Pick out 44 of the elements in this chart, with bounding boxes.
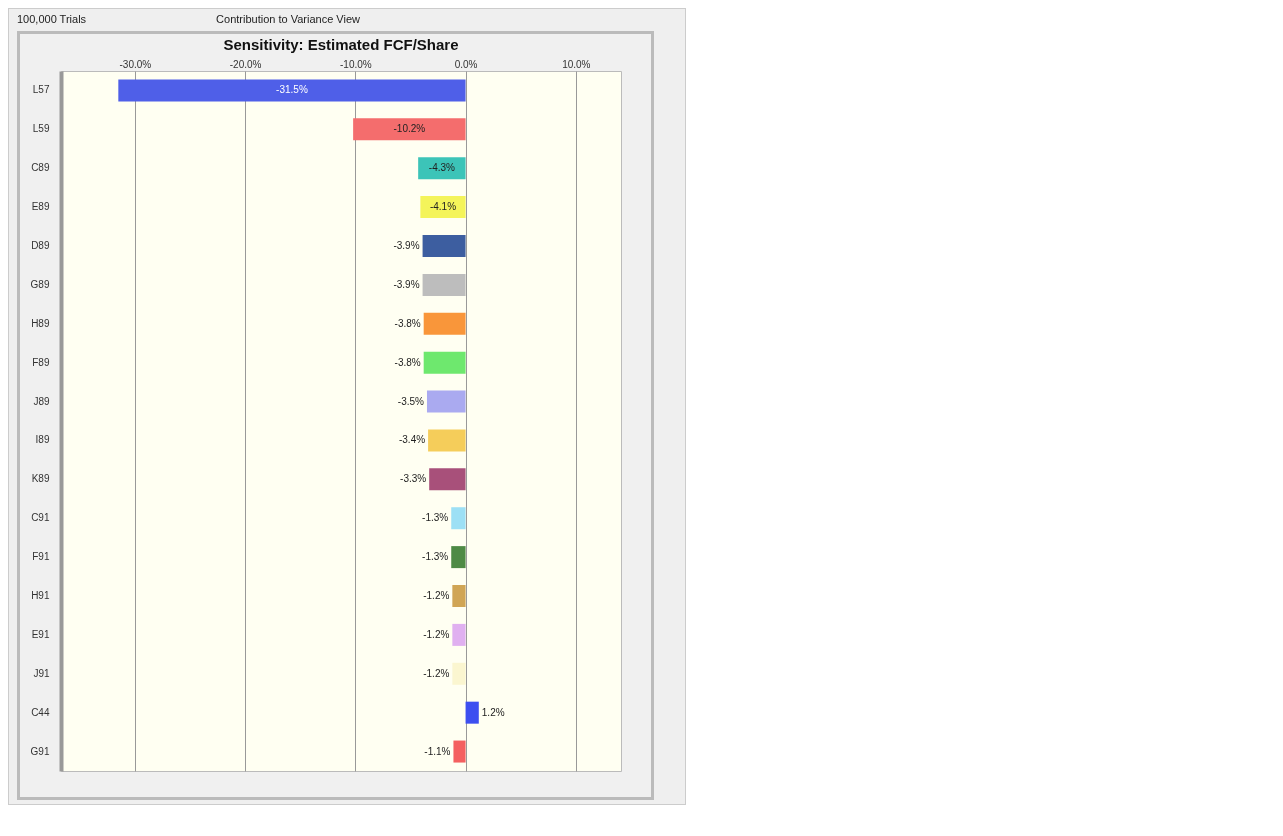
y-tick-label: H91 [31,590,50,601]
data-label: -3.9% [393,278,420,290]
y-tick-label: L59 [32,123,50,135]
data-label: -3.8% [394,356,421,368]
data-label: -31.5% [276,84,308,96]
chart-title: Sensitivity: Estimated FCF/Share [223,36,459,53]
y-tick-label: J89 [33,395,50,407]
data-label: -3.9% [393,240,420,251]
x-tick-label: 10.0% [562,58,591,70]
data-label: -3.5% [397,395,425,407]
data-label: -4.3% [428,162,456,174]
y-tick-label: G91 [30,745,50,757]
data-label: -1.2% [423,628,450,640]
y-tick-label: E89 [31,201,50,213]
y-tick-label: E91 [31,628,50,640]
y-tick-label: C91 [31,512,50,524]
y-tick-label: J91 [33,667,50,679]
y-tick-label: G89 [30,278,50,290]
y-tick-label: D89 [31,240,50,251]
x-tick-label: -20.0% [229,58,262,70]
data-label: -4.1% [429,201,457,213]
x-tick-label: 0.0% [454,58,478,70]
data-label: -1.2% [423,590,450,601]
y-tick-label: F91 [32,551,50,563]
y-tick-label: H89 [31,317,50,329]
y-tick-label: K89 [31,473,50,485]
data-label: -10.2% [393,123,426,135]
y-tick-label: F89 [32,356,50,368]
text: 100,000 Trials [17,13,87,25]
data-label: 1.2% [481,706,505,718]
y-tick-label: C44 [31,706,50,718]
y-tick-label: L57 [32,84,50,96]
x-tick-label: -30.0% [119,58,152,70]
data-label: -1.1% [424,745,451,757]
text: Contribution to Variance View [216,13,361,25]
y-tick-label: C89 [31,162,50,174]
data-label: -1.3% [422,551,449,563]
data-label: -1.2% [423,667,450,679]
data-label: -3.4% [398,434,426,446]
data-label: -3.8% [394,317,421,329]
data-label: -3.3% [400,473,427,485]
x-tick-label: -10.0% [339,58,372,70]
y-tick-label: I89 [35,434,50,446]
data-label: -1.3% [422,512,449,524]
